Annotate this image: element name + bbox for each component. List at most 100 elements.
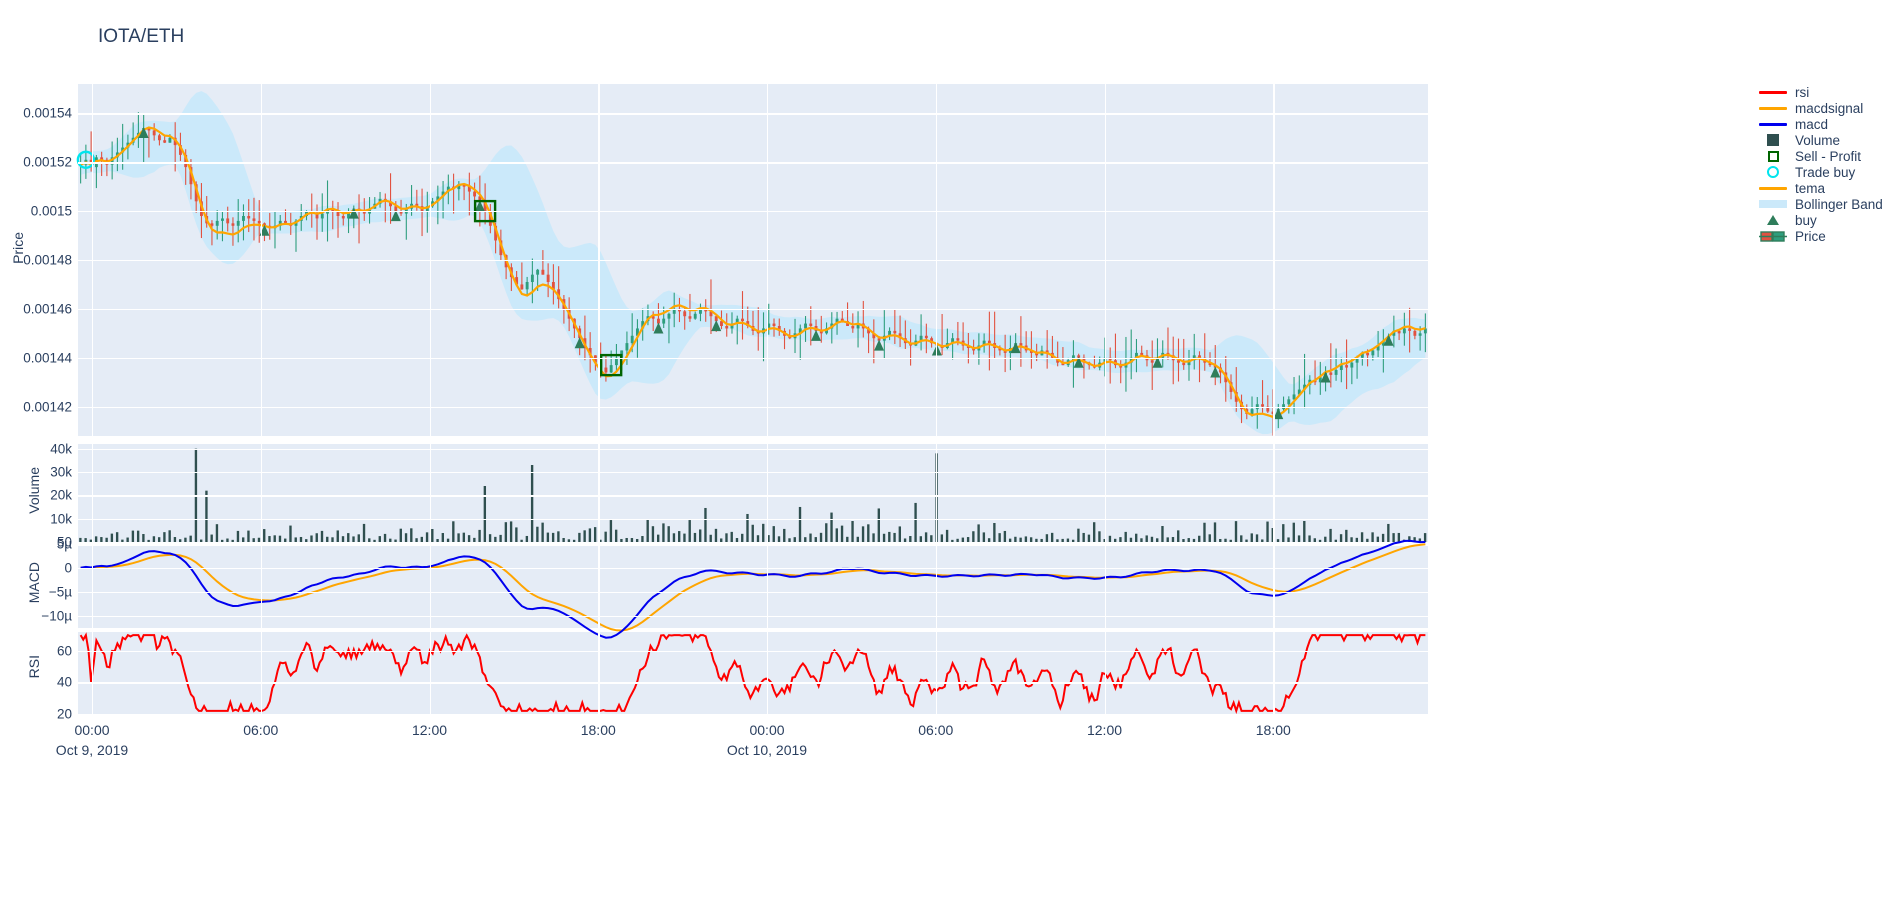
grid-line-vertical bbox=[767, 546, 769, 628]
legend-item-price[interactable]: Price bbox=[1757, 228, 1890, 244]
grid-line-horizontal bbox=[78, 615, 1428, 618]
legend-item-label: tema bbox=[1795, 180, 1826, 196]
legend-item-label: Bollinger Band bbox=[1795, 196, 1883, 212]
y-tick-label: −10µ bbox=[41, 608, 72, 624]
x-tick-label: 12:00 bbox=[1086, 722, 1123, 738]
legend-symbol-circle bbox=[1757, 164, 1789, 180]
legend-item-sell-profit[interactable]: Sell - Profit bbox=[1757, 148, 1890, 164]
grid-line-vertical bbox=[598, 546, 600, 628]
y-tick-label: −5µ bbox=[48, 584, 72, 600]
grid-line-vertical bbox=[1273, 546, 1275, 628]
legend-symbol-line bbox=[1757, 100, 1789, 116]
y-tick-label: 0.00142 bbox=[23, 399, 72, 415]
grid-line-vertical bbox=[260, 444, 263, 542]
legend-line-icon bbox=[1759, 186, 1787, 190]
legend-item-bollinger-band[interactable]: Bollinger Band bbox=[1757, 196, 1890, 212]
legend-candle-icon bbox=[1759, 231, 1787, 242]
grid-line-horizontal bbox=[78, 472, 1428, 474]
legend-item-label: buy bbox=[1795, 212, 1817, 228]
y-tick-label: 20k bbox=[50, 487, 72, 503]
y-tick-label: 0.0015 bbox=[30, 203, 72, 219]
legend-item-label: Volume bbox=[1795, 132, 1841, 148]
page-title: IOTA/ETH bbox=[98, 26, 185, 47]
grid-line-horizontal bbox=[78, 113, 1428, 115]
legend-square-icon bbox=[1767, 134, 1779, 146]
grid-line-horizontal bbox=[78, 650, 1428, 653]
legend-symbol-band bbox=[1757, 196, 1789, 212]
grid-line-vertical bbox=[92, 632, 94, 714]
grid-line-horizontal bbox=[78, 260, 1428, 262]
x-tick-label: 00:00 bbox=[749, 722, 785, 738]
legend-circle-open-icon bbox=[1767, 166, 1779, 178]
y-tick-label: 0.00144 bbox=[23, 350, 72, 366]
y-tick-label: 0.00146 bbox=[23, 301, 72, 317]
legend-item-label: Trade buy bbox=[1795, 164, 1856, 180]
legend-symbol-candle bbox=[1757, 228, 1789, 244]
grid-line-vertical bbox=[1104, 632, 1106, 714]
x-tick-label: 00:00 bbox=[74, 722, 110, 738]
grid-line-horizontal bbox=[78, 211, 1428, 213]
legend-symbol-triangle bbox=[1757, 212, 1789, 228]
legend-item-macd[interactable]: macd bbox=[1757, 116, 1890, 132]
legend-item-label: Price bbox=[1795, 228, 1826, 244]
grid-line-horizontal bbox=[78, 406, 1428, 408]
x-tick-label: 06:00 bbox=[243, 722, 279, 738]
grid-line-vertical bbox=[92, 444, 94, 542]
legend-symbol-square-open bbox=[1757, 148, 1789, 164]
grid-line-vertical bbox=[260, 632, 263, 714]
legend-item-rsi[interactable]: rsi bbox=[1757, 84, 1890, 100]
legend-item-label: rsi bbox=[1795, 84, 1810, 100]
legend-item-label: macdsignal bbox=[1795, 100, 1864, 116]
grid-line-horizontal bbox=[78, 591, 1428, 594]
grid-line-horizontal bbox=[78, 682, 1428, 684]
y-tick-label: 0.00148 bbox=[23, 252, 72, 268]
legend-line-icon bbox=[1759, 122, 1787, 126]
grid-line-vertical bbox=[92, 546, 94, 628]
y-tick-label: 0 bbox=[64, 560, 72, 576]
legend-square-open-icon bbox=[1767, 150, 1779, 162]
grid-line-horizontal bbox=[78, 308, 1428, 311]
grid-line-vertical bbox=[429, 546, 431, 628]
chart-legend[interactable]: rsi macdsignal macd Volume Sell - Profit Trad… bbox=[1757, 84, 1890, 244]
grid-line-vertical bbox=[1104, 444, 1106, 542]
legend-band-icon bbox=[1759, 200, 1787, 208]
legend-triangle-up-icon bbox=[1767, 215, 1779, 225]
grid-line-vertical bbox=[935, 632, 938, 714]
legend-item-volume[interactable]: Volume bbox=[1757, 132, 1890, 148]
grid-line-vertical bbox=[935, 546, 938, 628]
legend-item-trade-buy[interactable]: Trade buy bbox=[1757, 164, 1890, 180]
legend-item-buy[interactable]: buy bbox=[1757, 212, 1890, 228]
grid-line-vertical bbox=[598, 444, 600, 542]
y-tick-label: 30k bbox=[50, 464, 72, 480]
y-tick-label: 40k bbox=[50, 441, 72, 457]
x-tick-label: 18:00 bbox=[1255, 722, 1291, 738]
grid-line-horizontal bbox=[78, 357, 1428, 360]
legend-item-label: Sell - Profit bbox=[1795, 148, 1862, 164]
grid-line-vertical bbox=[429, 632, 431, 714]
legend-item-tema[interactable]: tema bbox=[1757, 180, 1890, 196]
legend-symbol-square bbox=[1757, 132, 1789, 148]
y-tick-label: 0.00154 bbox=[23, 105, 72, 121]
grid-line-vertical bbox=[598, 632, 600, 714]
x-date-label: Oct 10, 2019 bbox=[726, 742, 808, 758]
legend-item-label: macd bbox=[1795, 116, 1829, 132]
grid-line-vertical bbox=[935, 444, 938, 542]
x-tick-label: 06:00 bbox=[918, 722, 954, 738]
legend-line-icon bbox=[1759, 106, 1787, 110]
y-tick-label: 10k bbox=[50, 511, 72, 527]
grid-line-vertical bbox=[429, 444, 431, 542]
grid-line-vertical bbox=[767, 444, 769, 542]
grid-line-vertical bbox=[1104, 546, 1106, 628]
legend-symbol-line bbox=[1757, 180, 1789, 196]
grid-line-vertical bbox=[260, 546, 263, 628]
x-tick-label: 18:00 bbox=[580, 722, 616, 738]
y-tick-label: 50 bbox=[56, 534, 72, 550]
grid-line-vertical bbox=[767, 632, 769, 714]
legend-symbol-line bbox=[1757, 84, 1789, 100]
grid-line-vertical bbox=[1273, 632, 1275, 714]
x-tick-label: 12:00 bbox=[411, 722, 448, 738]
grid-line-horizontal bbox=[78, 495, 1428, 497]
grid-line-horizontal bbox=[78, 518, 1428, 520]
legend-item-macdsignal[interactable]: macdsignal bbox=[1757, 100, 1890, 116]
